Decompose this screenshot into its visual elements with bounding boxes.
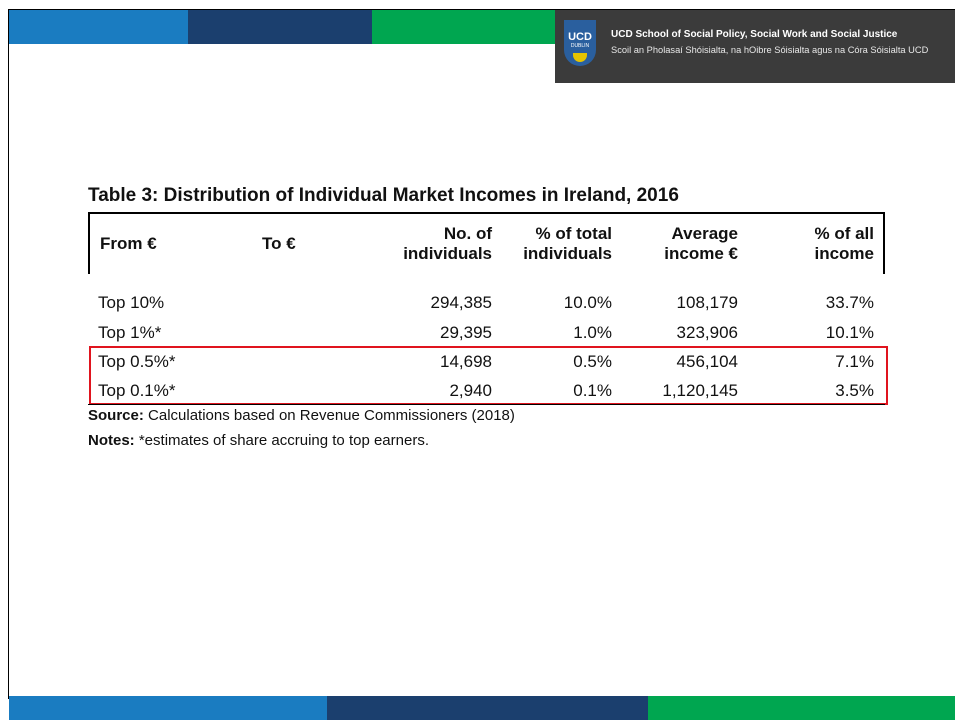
logo: UCD DUBLIN xyxy=(564,20,596,66)
cell-value: 108,179 xyxy=(676,293,738,312)
cell-value: 1,120,145 xyxy=(662,381,738,400)
header-box: UCD DUBLIN UCD School of Social Policy, … xyxy=(555,10,955,83)
column-header: % of all income xyxy=(814,224,874,263)
column-header: % of total individuals xyxy=(523,224,612,263)
logo-sub: DUBLIN xyxy=(570,43,590,49)
footer-dark-blue xyxy=(327,696,648,720)
bar-green xyxy=(372,10,555,44)
cell-value: 294,385 xyxy=(430,293,492,312)
highlight-box xyxy=(89,346,888,405)
cell-value: 323,906 xyxy=(676,323,738,342)
bar-dark-blue xyxy=(188,10,372,44)
cell-value: 3.5% xyxy=(835,381,874,400)
column-header: To € xyxy=(262,234,296,253)
column-header: From € xyxy=(100,234,157,253)
footer-green xyxy=(648,696,955,720)
cell-value: 1.0% xyxy=(573,323,612,342)
row-label: Top 0.5%* xyxy=(98,352,176,371)
frame-top xyxy=(8,9,955,10)
row-label: Top 1%* xyxy=(98,323,162,342)
cell-value: 7.1% xyxy=(835,352,874,371)
source: Source: Calculations based on Revenue Co… xyxy=(88,407,515,424)
logo-base xyxy=(573,53,587,62)
notes-label: Notes: xyxy=(88,432,135,449)
cell-value: 10.0% xyxy=(563,293,612,312)
notes: Notes: *estimates of share accruing to t… xyxy=(88,432,429,449)
cell-value: 0.5% xyxy=(573,352,612,371)
bar-light-blue xyxy=(9,10,188,44)
column-header: No. of individuals xyxy=(403,224,492,263)
cell-value: 29,395 xyxy=(440,323,492,342)
header-line2: Scoil an Pholasaí Shóisialta, na hOibre … xyxy=(611,45,929,55)
header-line1: UCD School of Social Policy, Social Work… xyxy=(611,29,898,40)
footer-light-blue xyxy=(9,696,327,720)
cell-value: 0.1% xyxy=(573,381,612,400)
table-bottom-rule xyxy=(88,404,885,405)
frame-left xyxy=(8,9,9,699)
source-text: Calculations based on Revenue Commission… xyxy=(148,407,515,424)
table-title: Table 3: Distribution of Individual Mark… xyxy=(88,185,679,206)
table-top-rule xyxy=(88,212,885,214)
table-right-rule xyxy=(883,212,885,274)
cell-value: 456,104 xyxy=(676,352,738,371)
cell-value: 2,940 xyxy=(449,381,492,400)
cell-value: 10.1% xyxy=(825,323,874,342)
table-left-rule xyxy=(88,212,90,274)
source-label: Source: xyxy=(88,407,144,424)
notes-text: *estimates of share accruing to top earn… xyxy=(138,432,429,449)
column-header: Average income € xyxy=(664,224,738,263)
logo-mark: UCD xyxy=(568,31,592,43)
cell-value: 33.7% xyxy=(825,293,874,312)
cell-value: 14,698 xyxy=(440,352,492,371)
row-label: Top 10% xyxy=(98,293,165,312)
row-label: Top 0.1%* xyxy=(98,381,176,400)
